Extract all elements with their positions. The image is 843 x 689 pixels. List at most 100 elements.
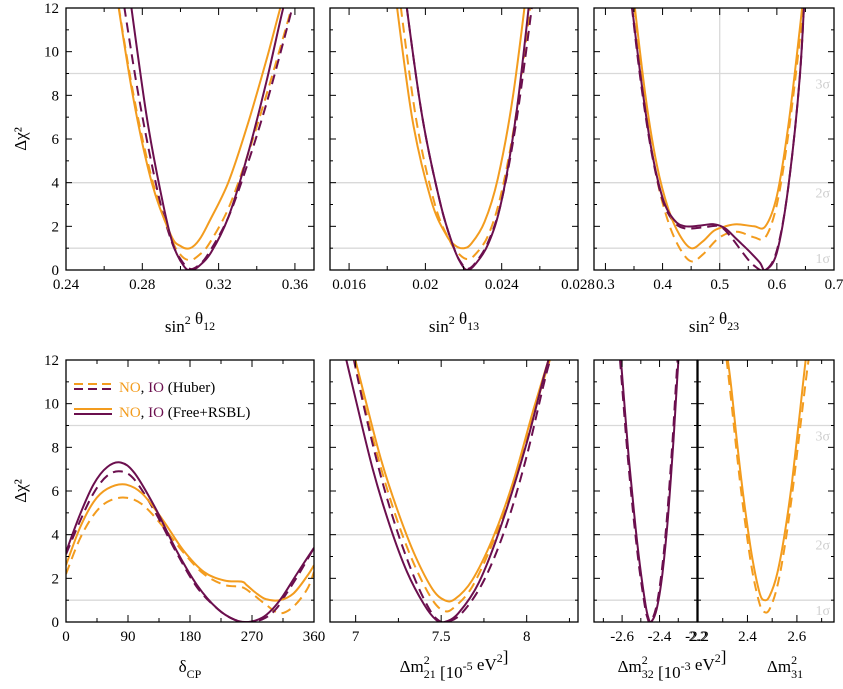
series-no-dashed xyxy=(633,8,805,263)
xlabel-dm21: Δm2 21 [10-5 eV2] xyxy=(400,647,509,682)
panel-frame xyxy=(329,7,579,271)
xtick-label: 0.36 xyxy=(282,277,309,293)
curves-dm21 xyxy=(345,360,552,622)
panel-dm32: -2.6 -2.4 -2.2 Δm2 32 [10-3 eV2] xyxy=(593,359,727,682)
legend-no-label: NO xyxy=(119,405,141,421)
xtick-label: 7.5 xyxy=(432,629,451,645)
ytick-label: 0 xyxy=(52,615,60,631)
series-io-solid xyxy=(405,8,530,270)
series-io-dashed xyxy=(405,8,533,270)
xtick-label: 0.24 xyxy=(53,277,80,293)
panel-dm31: 1σ 2σ 3σ 2.2 2.4 2.6 Δm2 31 xyxy=(689,359,835,681)
ytick-label: 8 xyxy=(52,440,60,456)
xtick-label: 8 xyxy=(523,629,531,645)
xtick-label: 0.02 xyxy=(412,277,438,293)
ytick-label: 8 xyxy=(52,88,60,104)
series-no-dashed xyxy=(117,8,293,262)
xtick-label: 2.6 xyxy=(788,629,807,645)
xtick-label: 0.4 xyxy=(653,277,672,293)
series-io-dashed xyxy=(352,360,552,622)
xtick-label: 7 xyxy=(352,629,360,645)
xlabel-dm31: Δm2 31 xyxy=(767,653,803,681)
xtick-label: 0.028 xyxy=(561,277,595,293)
xtick-label: -2.2 xyxy=(685,629,709,645)
series-io-dashed xyxy=(66,470,314,622)
curves-s23 xyxy=(630,8,805,270)
xtick-label: 2.4 xyxy=(738,629,757,645)
xtick-label: -2.6 xyxy=(610,629,634,645)
panel-frame xyxy=(593,359,698,623)
xtick-label: 360 xyxy=(303,629,326,645)
ytick-label: 6 xyxy=(52,132,60,148)
panel-frame xyxy=(697,359,835,623)
xtick-label: 180 xyxy=(179,629,202,645)
panel-s12: 0 2 4 6 8 10 12 0.24 0.28 0.32 0.36 Δχ² sin2 θ12 xyxy=(11,1,315,336)
series-no-dashed xyxy=(725,360,810,614)
panel-s23: 1σ 2σ 3σ 0.3 0.4 0.5 0.6 0.7 sin2 θ23 xyxy=(593,7,843,336)
series-no-solid xyxy=(117,8,282,250)
series-no-solid xyxy=(633,8,804,250)
ytick-label: 12 xyxy=(44,353,59,369)
series-no-solid xyxy=(396,8,526,250)
xtick-label: -2.4 xyxy=(648,629,672,645)
curves-s12 xyxy=(117,8,294,270)
series-no-solid xyxy=(726,360,807,602)
xtick-label: 0.3 xyxy=(596,277,615,293)
xtick-label: 0.5 xyxy=(710,277,729,293)
xlabel-dm32: Δm2 32 [10-3 eV2] xyxy=(618,647,727,682)
xtick-label: 2.2 xyxy=(689,629,708,645)
ylabel: Δχ² xyxy=(11,479,30,503)
sigma-label: 3σ xyxy=(815,78,830,93)
xtick-label: 0.6 xyxy=(767,277,786,293)
series-io-solid xyxy=(619,360,680,622)
series-io-solid xyxy=(66,461,314,622)
panel-dm21: 7 7.5 8 Δm2 21 [10-5 eV2] xyxy=(329,359,579,682)
ylabel: Δχ² xyxy=(11,127,30,151)
xtick-label: 270 xyxy=(241,629,264,645)
sigma-label: 3σ xyxy=(815,430,830,445)
legend-no-label: NO xyxy=(119,380,141,396)
xlabel-s13: sin2 θ13 xyxy=(429,309,479,336)
ytick-label: 6 xyxy=(52,484,60,500)
xtick-label: 0.28 xyxy=(129,277,155,293)
xlabel-s12: sin2 θ12 xyxy=(165,309,215,336)
series-io-solid xyxy=(130,8,285,270)
curves-dm32 xyxy=(619,360,680,622)
legend-entry-dashed: NO, IO (Huber) xyxy=(119,380,215,396)
ytick-label: 0 xyxy=(52,263,60,279)
ytick-label: 4 xyxy=(52,176,60,192)
curves-s13 xyxy=(396,8,533,270)
xlabel-dcp: δCP xyxy=(179,657,202,681)
legend-source-label: (Free+RSBL) xyxy=(164,405,250,421)
panel-dcp: 0 2 4 6 8 10 12 0 90 180 270 360 Δχ² δCP xyxy=(11,353,325,681)
panel-s13: 0.016 0.02 0.024 0.028 sin2 θ13 xyxy=(329,7,595,336)
ytick-label: 2 xyxy=(52,571,60,587)
panel-frame xyxy=(65,7,315,271)
series-no-dashed xyxy=(353,360,551,613)
xtick-label: 0.32 xyxy=(205,277,231,293)
series-no-solid xyxy=(354,360,550,603)
ytick-label: 10 xyxy=(44,45,59,61)
sigma-label: 2σ xyxy=(815,187,830,202)
legend: NO, IO (Huber) NO, IO (Free+RSBL) xyxy=(74,380,250,421)
legend-io-label: IO xyxy=(148,405,164,421)
xlabel-s23: sin2 θ23 xyxy=(689,309,739,336)
xtick-label: 90 xyxy=(121,629,136,645)
xtick-label: 0.024 xyxy=(485,277,519,293)
sigma-label: 1σ xyxy=(815,252,830,267)
ytick-label: 10 xyxy=(44,397,59,413)
sigma-label: 2σ xyxy=(815,539,830,554)
curves-dcp xyxy=(66,461,314,622)
series-no-dashed xyxy=(66,496,314,615)
legend-io-label: IO xyxy=(148,380,164,396)
series-io-solid xyxy=(631,8,805,270)
legend-entry-solid: NO, IO (Free+RSBL) xyxy=(119,405,250,421)
ytick-label: 12 xyxy=(44,1,59,17)
series-io-dashed xyxy=(123,8,294,270)
xtick-label: 0.7 xyxy=(825,277,843,293)
series-io-solid xyxy=(345,360,550,622)
xtick-label: 0.016 xyxy=(332,277,366,293)
ytick-label: 4 xyxy=(52,528,60,544)
